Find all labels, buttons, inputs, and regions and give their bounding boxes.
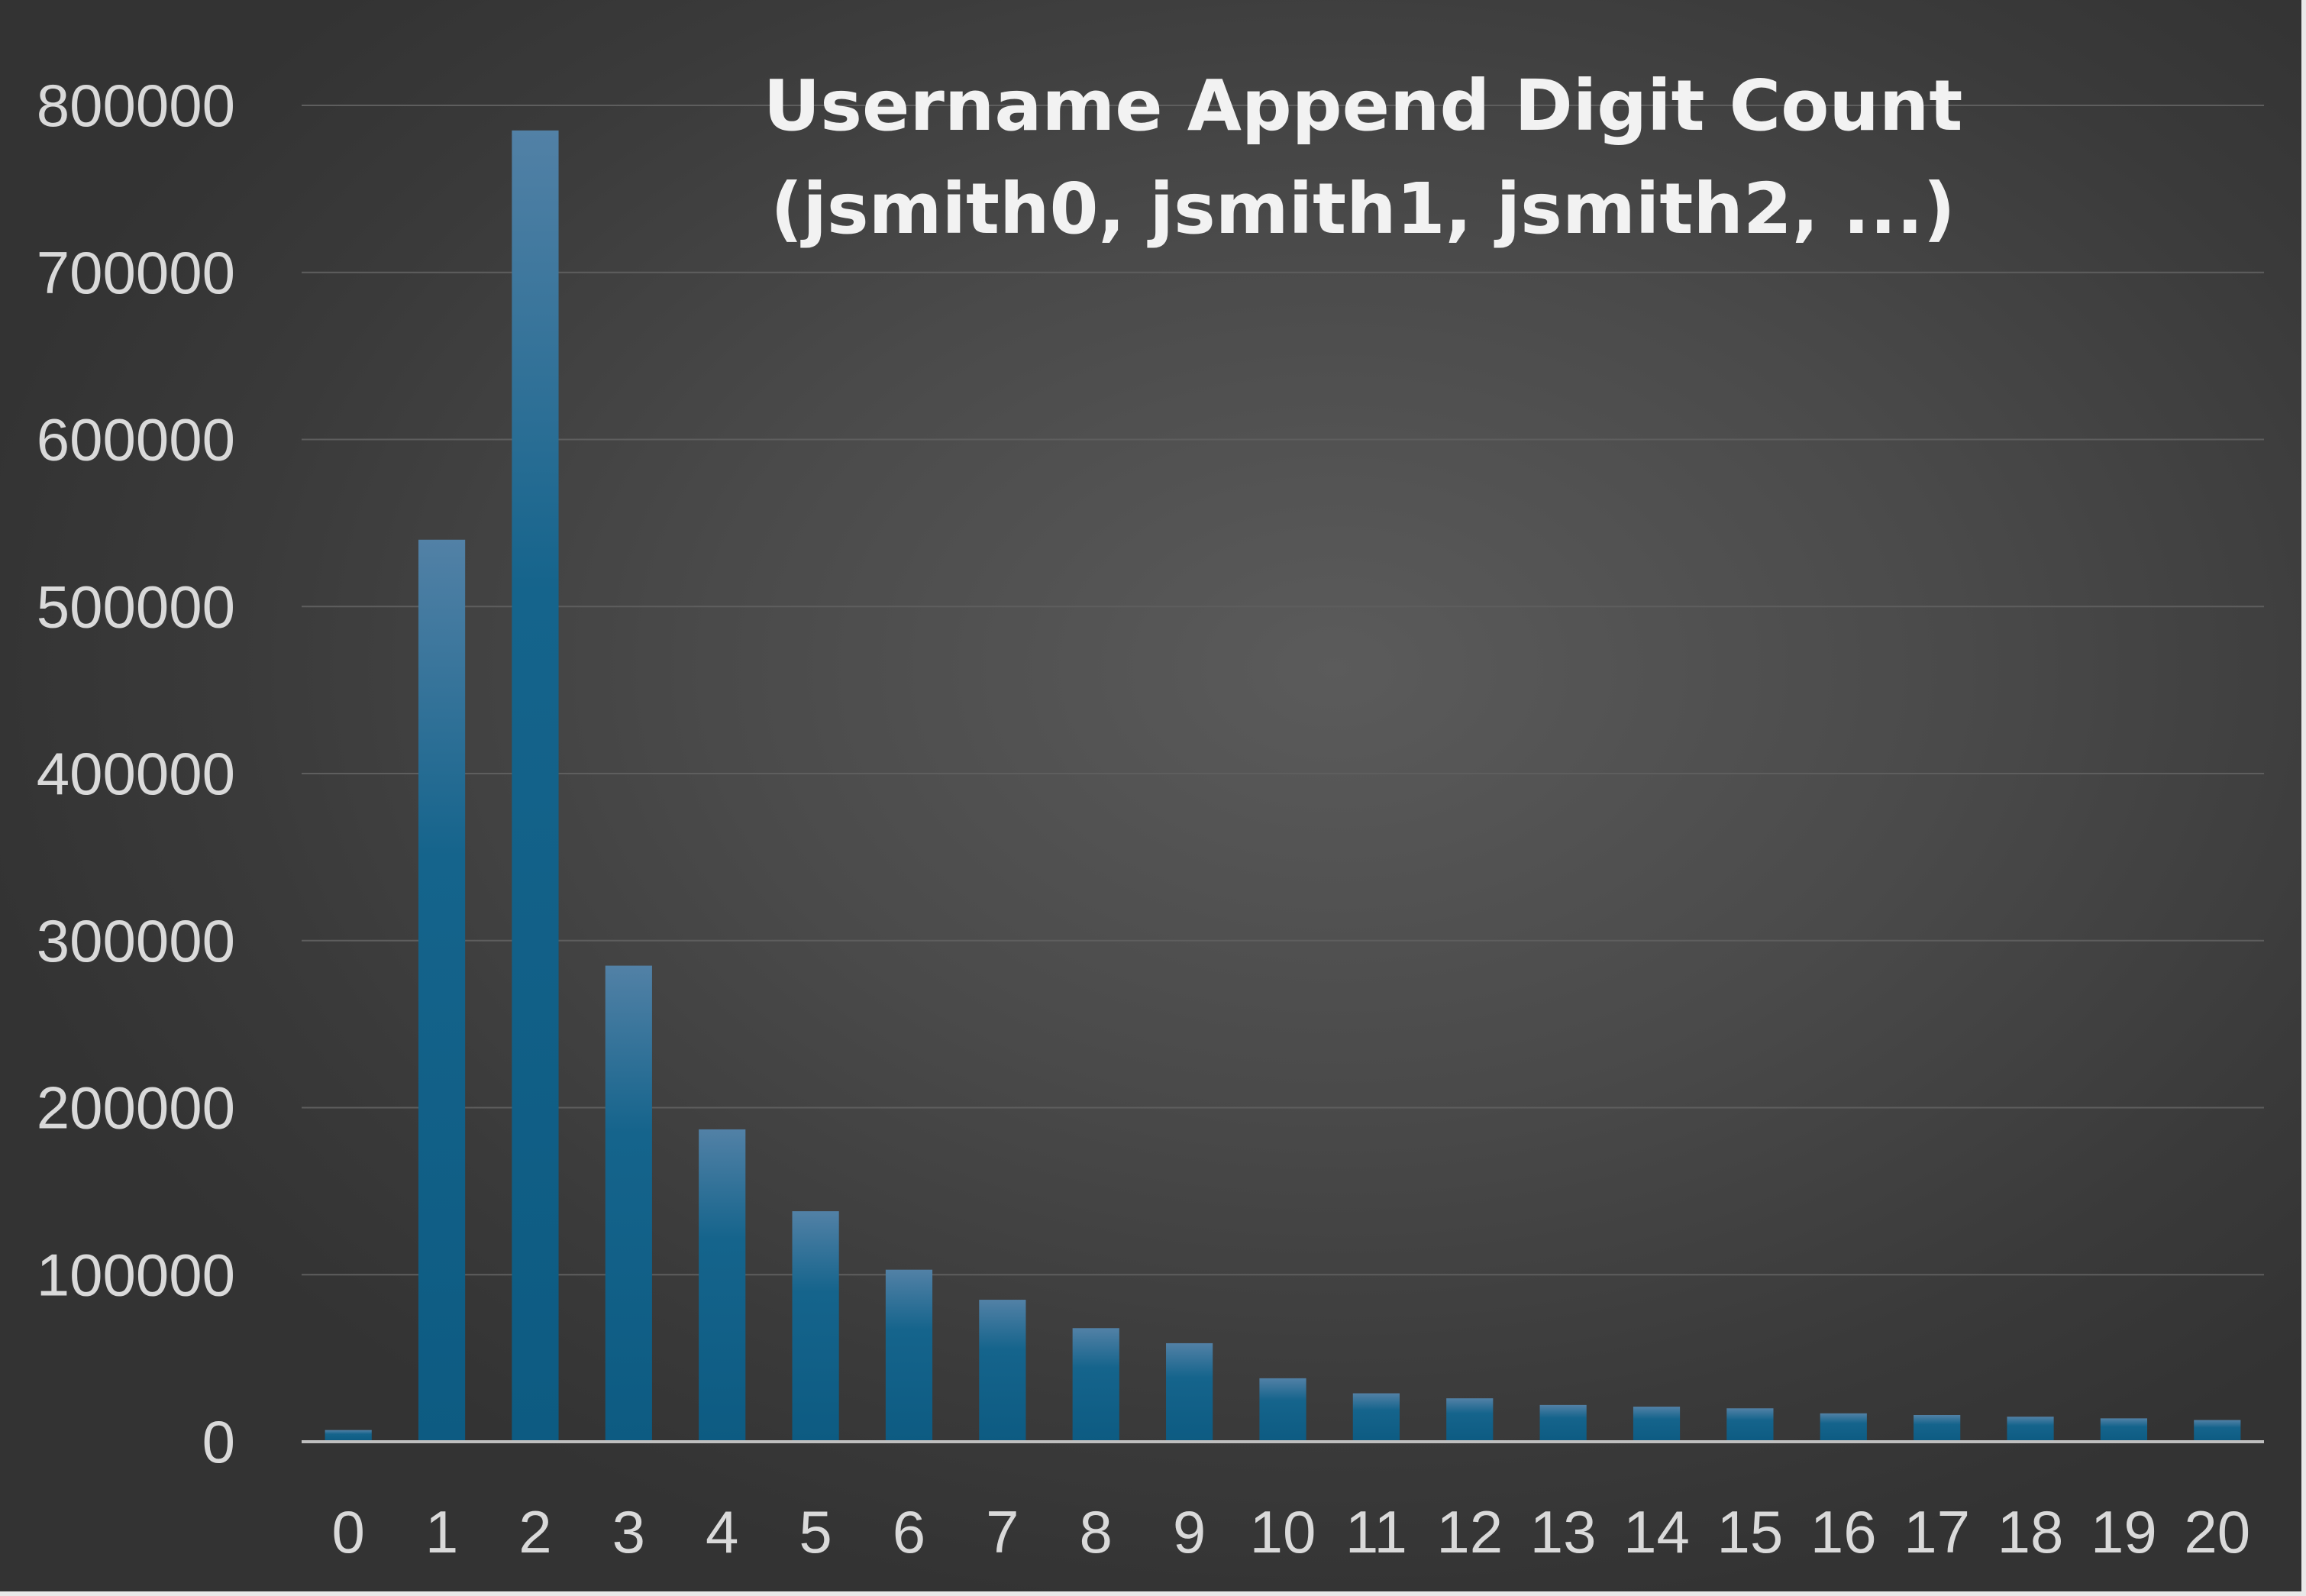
bar-11 bbox=[1352, 1393, 1400, 1442]
y-tick-label: 200000 bbox=[37, 1074, 235, 1142]
bar-16 bbox=[1820, 1413, 1867, 1442]
x-tick-label: 19 bbox=[2091, 1498, 2157, 1565]
bar-0 bbox=[325, 1430, 372, 1442]
x-tick-label: 10 bbox=[1250, 1498, 1316, 1565]
y-tick-label: 300000 bbox=[37, 907, 235, 974]
bar-12 bbox=[1446, 1398, 1494, 1442]
y-tick-label: 100000 bbox=[37, 1241, 235, 1308]
bar-17 bbox=[1914, 1415, 1961, 1442]
x-tick-label: 9 bbox=[1173, 1498, 1206, 1565]
y-tick-label: 0 bbox=[202, 1408, 235, 1475]
bar-5 bbox=[792, 1211, 839, 1442]
bar-7 bbox=[979, 1300, 1026, 1442]
bar-18 bbox=[2007, 1417, 2054, 1442]
x-tick-label: 1 bbox=[425, 1498, 458, 1565]
bar-8 bbox=[1072, 1328, 1119, 1442]
y-tick-labels: 0 100000 200000 300000 400000 500000 600000 700… bbox=[37, 72, 235, 1475]
x-tick-label: 2 bbox=[518, 1498, 551, 1565]
x-tick-label: 13 bbox=[1530, 1498, 1597, 1565]
x-tick-label: 14 bbox=[1623, 1498, 1690, 1565]
x-tick-label: 17 bbox=[1904, 1498, 1970, 1565]
x-tick-labels: 0 1 2 3 4 5 6 7 8 9 10 11 12 13 14 15 16 17 18 19 20 bbox=[331, 1498, 2250, 1565]
y-tick-label: 400000 bbox=[37, 740, 235, 807]
x-tick-label: 12 bbox=[1436, 1498, 1503, 1565]
x-tick-label: 11 bbox=[1345, 1498, 1407, 1565]
x-tick-label: 0 bbox=[331, 1498, 364, 1565]
bar-15 bbox=[1726, 1408, 1774, 1442]
bar-9 bbox=[1166, 1342, 1213, 1442]
x-tick-label: 4 bbox=[706, 1498, 738, 1565]
x-tick-label: 18 bbox=[1998, 1498, 2064, 1565]
bar-1 bbox=[418, 539, 466, 1442]
chart-subtitle: (jsmith0, jsmith1, jsmith2, ...) bbox=[770, 168, 1955, 250]
x-tick-label: 8 bbox=[1080, 1498, 1113, 1565]
x-tick-label: 3 bbox=[612, 1498, 645, 1565]
x-tick-label: 6 bbox=[893, 1498, 925, 1565]
y-tick-label: 600000 bbox=[37, 406, 235, 473]
bar-19 bbox=[2100, 1418, 2148, 1442]
gridlines bbox=[302, 105, 2264, 1276]
x-tick-label: 20 bbox=[2184, 1498, 2250, 1565]
bar-10 bbox=[1259, 1378, 1306, 1442]
bar-13 bbox=[1539, 1404, 1587, 1442]
bar-6 bbox=[885, 1269, 933, 1442]
y-tick-label: 500000 bbox=[37, 573, 235, 640]
bar-14 bbox=[1633, 1407, 1681, 1442]
y-tick-label: 700000 bbox=[37, 239, 235, 306]
chart-title: Username Append Digit Count bbox=[764, 65, 1963, 147]
bar-4 bbox=[699, 1129, 746, 1442]
bars bbox=[325, 130, 2241, 1442]
x-tick-label: 15 bbox=[1717, 1498, 1784, 1565]
x-tick-label: 5 bbox=[799, 1498, 832, 1565]
bar-2 bbox=[512, 130, 559, 1442]
bar-3 bbox=[605, 965, 652, 1442]
bar-20 bbox=[2194, 1420, 2241, 1442]
y-tick-label: 800000 bbox=[37, 72, 235, 139]
x-tick-label: 7 bbox=[986, 1498, 1019, 1565]
x-tick-label: 16 bbox=[1810, 1498, 1877, 1565]
